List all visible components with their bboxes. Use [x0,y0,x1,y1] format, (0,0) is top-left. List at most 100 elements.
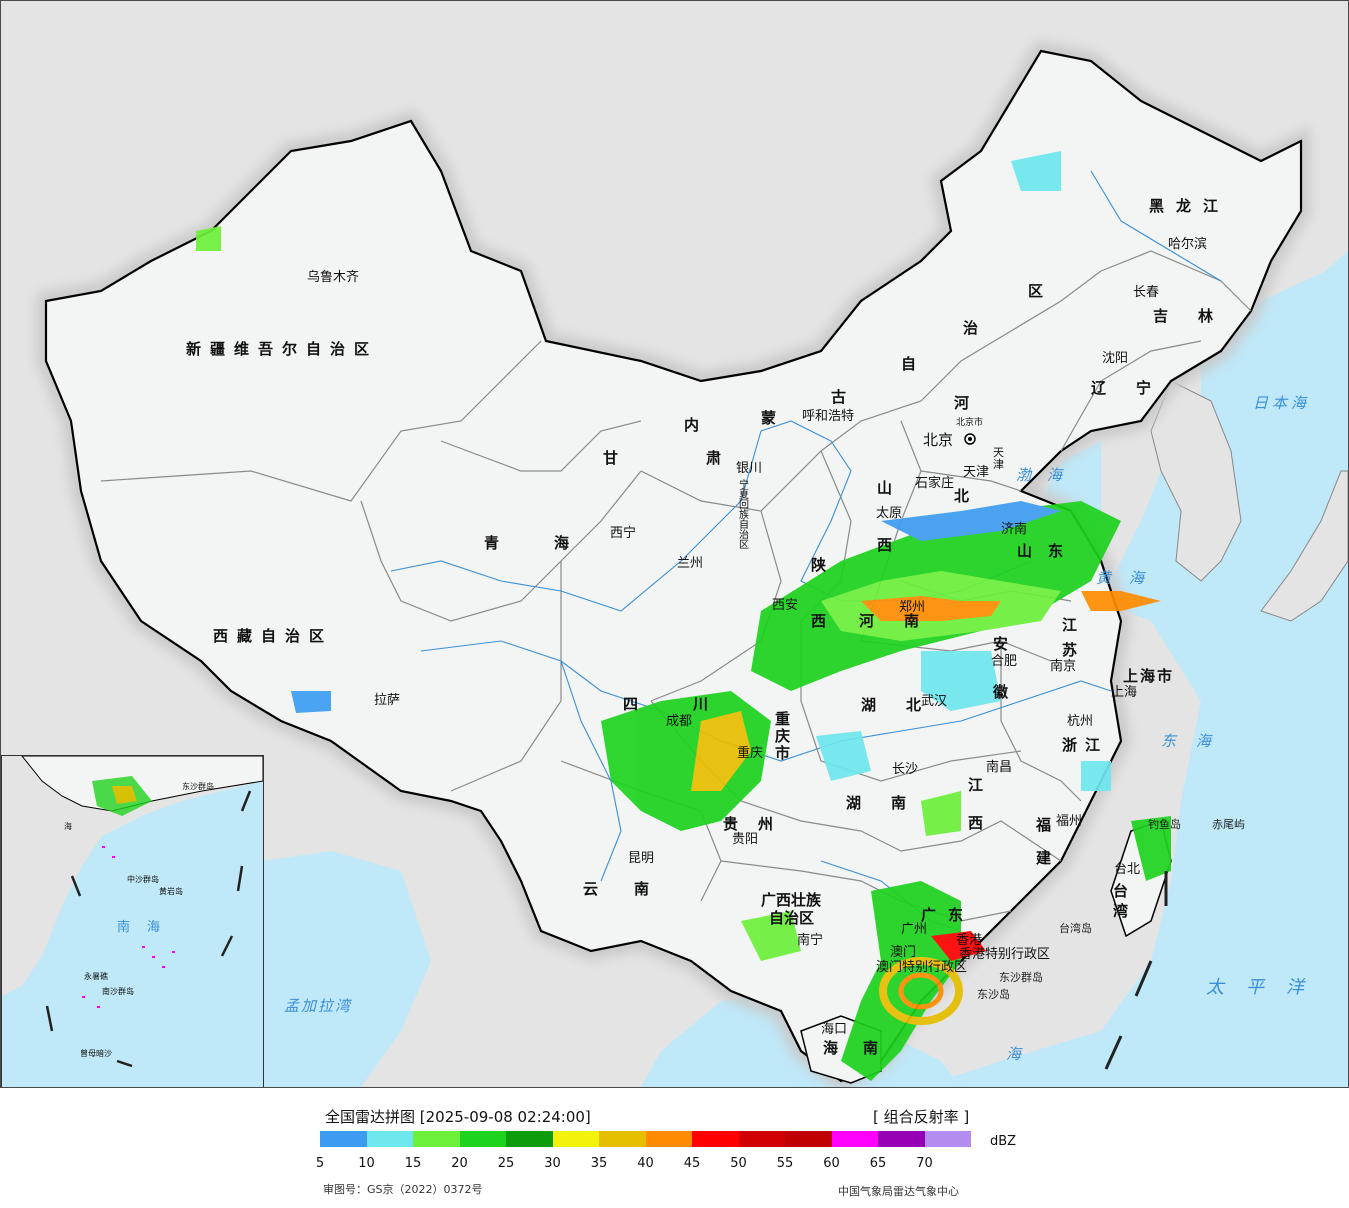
legend-tick-label: 25 [497,1156,515,1171]
province-label-jiangxi-2: 西 [968,814,984,832]
city-label-hohhot: 呼和浩特 [802,409,855,424]
inset-label-nanhai-2: 海 [147,920,161,935]
province-label-guangxi-1: 广西壮族 [761,891,822,909]
province-label-neimenggu-2: 蒙 [761,409,777,427]
legend-panel: 全国雷达拼图 [2025-09-08 02:24:00] [ 组合反射率 ] d… [0,1088,1349,1208]
legend-swatch [645,1131,692,1147]
legend-swatch [831,1131,878,1147]
province-label-heilongjiang: 黑龙江 [1149,197,1231,215]
inset-islands [82,846,175,1008]
inset-label-hainan: 海 [64,822,72,831]
legend-swatch [506,1131,553,1147]
map-review-number: 审图号：GS京（2022）0372号 [323,1183,483,1196]
legend-tick-label: 65 [869,1156,887,1171]
legend-tick-label: 50 [730,1156,747,1171]
sea-label-pacific: 太平洋 [1206,977,1326,998]
sea-label-yellow: 黄海 [1096,569,1163,587]
province-label-jiangsu: 江苏 [1062,616,1078,659]
city-label-hongkong: 香港 [956,933,983,948]
city-label-kunming: 昆明 [628,851,655,866]
city-label-changsha: 长沙 [892,762,919,777]
province-label-shanxi-1: 山 [877,479,893,497]
city-label-macao: 澳门 [890,945,917,960]
sea-label-bengal: 孟加拉湾 [284,997,353,1015]
city-label-beijing: 北京 [923,431,954,449]
province-label-yunnan: 云南 [583,880,686,898]
province-label-shaanxi-2: 西 [811,612,827,630]
city-label-hangzhou: 杭州 [1067,714,1094,729]
city-label-chengdu: 成都 [666,714,693,729]
city-label-taibei: 台北 [1114,862,1141,877]
legend-tick-label: 55 [776,1156,794,1171]
sea-label-japan: 日本海 [1253,394,1311,412]
city-label-zhengzhou: 郑州 [899,600,926,615]
sea-label-south: 海 [1006,1045,1032,1063]
island-label-dongsha-dao: 东沙岛 [977,988,1010,1001]
capital-marker [964,433,976,445]
province-label-qinghai: 青海 [484,534,625,552]
city-label-shanghai: 上海 [1111,685,1138,700]
sea-label-east: 东海 [1161,732,1232,750]
map-canvas [1,1,1348,1087]
ocean-bengal [263,851,431,1087]
inset-label-yongshu: 永暑礁 [84,972,108,981]
legend-tick-label: 70 [916,1156,933,1171]
city-label-jinan: 济南 [1001,522,1028,537]
legend-swatch [738,1131,785,1147]
inset-label-dongsha: 东沙群岛 [182,782,214,791]
legend-swatch [924,1131,971,1147]
province-label-shanghai: 上海市 [1123,667,1175,685]
legend-tick-label: 20 [451,1156,468,1171]
legend-swatch [552,1131,599,1147]
legend-unit: dBZ [990,1134,1017,1149]
province-label-shanxi-2: 西 [877,536,893,554]
province-label-fujian-2: 建 [1036,849,1052,867]
island-label-diaoyu: 钓鱼岛 [1148,818,1181,831]
province-label-guangxi-2: 自治区 [769,909,815,927]
inset-label-zengmu: 曾母暗沙 [80,1049,112,1058]
city-label-nanning: 南宁 [797,933,824,948]
province-label-xinjiang: 新疆维吾尔自治区 [186,340,379,358]
province-label-guizhou: 贵州 [723,815,794,833]
legend-swatch [785,1131,832,1147]
province-label-neimenggu-4: 自 [901,355,917,373]
city-label-lhasa: 拉萨 [374,693,401,708]
city-label-nanchang: 南昌 [986,760,1013,775]
radar-echoes [196,151,1171,1081]
legend-tick-label: 35 [590,1156,608,1171]
legend-swatch [599,1131,646,1147]
city-label-shenyang: 沈阳 [1102,351,1129,366]
province-label-jilin: 吉林 [1153,307,1244,325]
province-label-anhui-2: 徽 [993,683,1009,701]
producer-label: 中国气象局雷达气象中心 [838,1185,959,1198]
inset-canvas [2,756,263,1068]
province-label-chongqing: 重庆市 [775,710,791,762]
province-label-macao: 澳门特别行政区 [876,960,968,975]
city-label-guiyang: 贵阳 [732,832,759,847]
province-label-neimenggu-5: 治 [963,319,979,337]
legend-swatch [320,1131,367,1147]
island-label-dongsha-qundao: 东沙群岛 [999,971,1043,984]
province-label-zhejiang: 浙江 [1062,736,1109,754]
city-label-fuzhou: 福州 [1056,814,1083,829]
province-label-jiangxi-1: 江 [968,776,984,794]
inset-label-nanhai-1: 南 [117,920,131,935]
city-label-haikou: 海口 [821,1022,848,1037]
island-label-taiwan-dao: 台湾岛 [1059,922,1092,935]
maritime-dashes [1104,871,1168,1070]
city-label-nanjing: 南京 [1050,659,1077,674]
province-label-neimenggu-6: 区 [1028,282,1044,300]
province-label-ningxia: 宁夏回族自治区 [739,480,749,551]
province-label-hebei-1: 河 [954,394,970,412]
province-label-fujian-1: 福 [1036,816,1052,834]
city-label-urumqi: 乌鲁木齐 [307,270,360,285]
legend-swatch [366,1131,413,1147]
city-label-xian: 西安 [772,598,799,613]
radar-map[interactable]: 海 东沙群岛 中沙群岛 黄岩岛 南 海 永暑礁 南沙群岛 曾母暗沙 新疆维吾尔自… [0,0,1349,1088]
city-label-xining: 西宁 [610,526,637,541]
legend-tick-label: 10 [358,1156,375,1171]
legend-tick-label: 40 [637,1156,654,1171]
province-label-shandong: 山东 [1017,542,1080,560]
city-label-harbin: 哈尔滨 [1168,237,1208,252]
province-label-hebei-2: 北 [954,487,970,505]
